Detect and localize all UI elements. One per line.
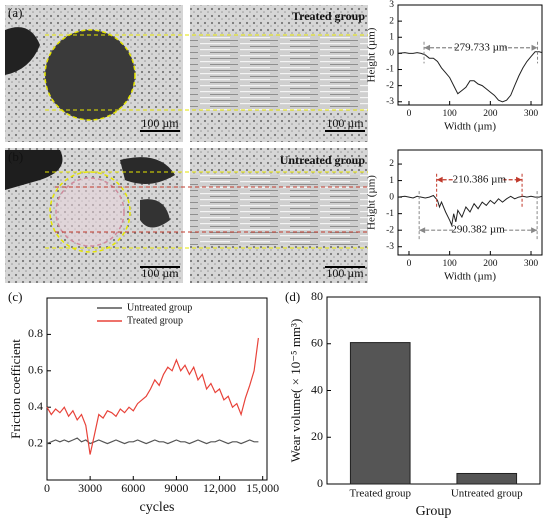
x-tick-label: 0 [407, 109, 412, 119]
micrograph-b-mid [190, 148, 368, 283]
x-tick-label: 200 [483, 109, 498, 119]
y-tick-label: 2 [389, 16, 394, 26]
bar [349, 342, 411, 485]
y-tick-label: -3 [386, 242, 394, 252]
annotation-bg [456, 40, 505, 54]
y-tick-label: 0.2 [28, 435, 43, 449]
data-line [46, 337, 259, 455]
data-line [46, 437, 259, 445]
legend-label: Untreated group [127, 302, 192, 313]
scale-bar-label: 100 µm [326, 266, 364, 280]
x-axis-label: cycles [140, 500, 175, 515]
y-tick-label: 80 [311, 289, 323, 303]
y-tick-label: 40 [311, 382, 323, 396]
y-tick-label: 3 [389, 0, 394, 10]
annotation-bg [455, 172, 504, 186]
y-tick-label: 2 [389, 159, 394, 169]
x-tick-label: 3000 [78, 481, 102, 495]
annotation-label: 279.733 µm [454, 41, 508, 53]
x-tick-label: 15,000 [246, 481, 279, 495]
panel-label: (c) [8, 289, 22, 304]
x-tick-label: 9000 [164, 481, 188, 495]
scale-bar-label: 100 µm [141, 266, 179, 280]
x-axis-label: Width (µm) [444, 121, 496, 133]
micrograph-b-left [5, 148, 183, 283]
bar [456, 472, 518, 485]
annotation-bg [454, 223, 503, 237]
y-tick-label: 20 [311, 429, 323, 443]
image-label: Treated group [292, 9, 365, 23]
micrograph-a-left [5, 5, 183, 142]
y-tick-label: -2 [386, 225, 394, 235]
y-axis-label: Wear volume( × 10⁻⁵ mm³) [288, 319, 303, 463]
scale-bar-label: 100 µm [141, 116, 179, 130]
plot-frame [397, 4, 543, 106]
y-axis-label: Height (µm) [366, 175, 378, 230]
y-axis-label: Height (µm) [366, 27, 378, 82]
y-tick-label: 0.4 [28, 399, 43, 413]
x-tick-label: Treated group [349, 488, 411, 500]
x-tick-label: 6000 [121, 481, 145, 495]
x-tick-label: 12,000 [203, 481, 236, 495]
data-line [397, 194, 543, 227]
x-tick-label: 0 [407, 259, 412, 269]
y-tick-label: 60 [311, 336, 323, 350]
legend-label: Treated group [127, 315, 183, 326]
y-tick-label: 1 [389, 32, 394, 42]
y-tick-label: -1 [386, 65, 394, 75]
y-tick-label: 0 [389, 49, 394, 59]
y-tick-label: -3 [386, 97, 394, 107]
y-tick-label: 0.6 [28, 363, 43, 377]
x-tick-label: 100 [443, 259, 458, 269]
y-tick-label: 0 [389, 192, 394, 202]
annotation-label: 290.382 µm [451, 224, 505, 236]
y-tick-label: -2 [386, 81, 394, 91]
panel-label: (b) [8, 149, 23, 164]
panel-label: (d) [285, 289, 300, 304]
x-tick-label: 300 [524, 259, 539, 269]
x-axis-label: Width (µm) [444, 271, 496, 283]
x-tick-label: 300 [524, 109, 539, 119]
y-tick-label: 0.8 [28, 326, 43, 340]
data-line [397, 51, 543, 103]
y-tick-label: -1 [386, 209, 394, 219]
x-tick-label: 100 [443, 109, 458, 119]
y-axis-label: Friction coefficient [8, 339, 23, 439]
scale-bar-label: 100 µm [326, 116, 364, 130]
x-tick-label: 0 [44, 481, 50, 495]
micrograph-a-mid [190, 5, 368, 142]
plot-frame [46, 297, 268, 481]
y-tick-label: 1 [389, 176, 394, 186]
y-tick-label: 0 [317, 476, 323, 490]
x-tick-label: Untreated group [451, 488, 523, 500]
plot-frame [397, 149, 543, 256]
x-axis-label: Group [416, 504, 452, 519]
panel-label: (a) [8, 5, 22, 20]
annotation-label: 210.386 µm [453, 173, 507, 185]
x-tick-label: 200 [483, 259, 498, 269]
image-label: Untreated group [280, 153, 366, 167]
